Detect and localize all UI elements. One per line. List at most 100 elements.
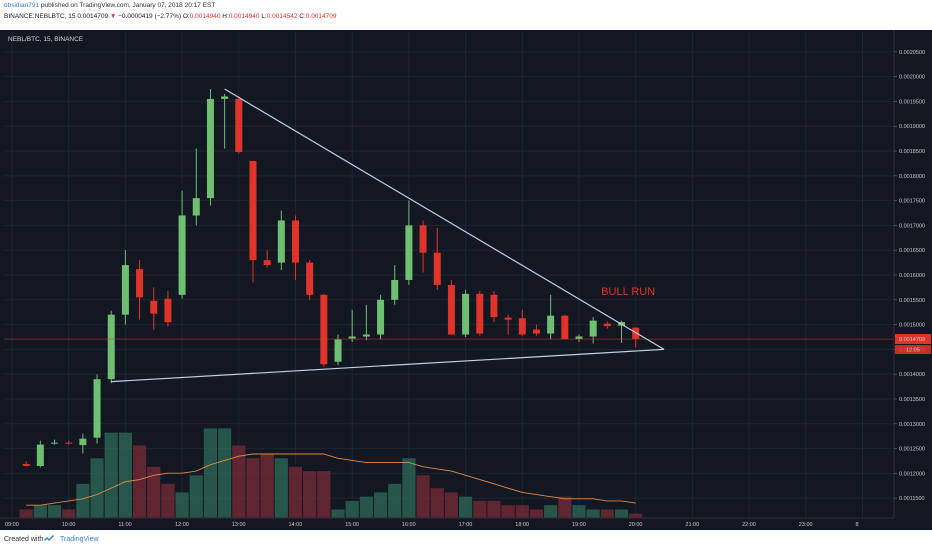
price-tick-label: 0.0019000 — [899, 124, 925, 130]
volume-bar — [90, 458, 104, 518]
candle-body — [93, 379, 101, 438]
candle-body — [206, 98, 214, 199]
time-tick-label: 18:00 — [515, 522, 529, 528]
candle-body — [518, 318, 526, 335]
price-tick-label: 0.0013000 — [899, 422, 925, 428]
candle-body — [36, 444, 44, 466]
volume-bar — [189, 475, 203, 518]
candle-body — [447, 284, 455, 335]
price-tick-label: 0.0013500 — [899, 397, 925, 403]
candle-body — [462, 293, 470, 335]
open-label: O: — [182, 13, 190, 20]
volume-bar — [558, 496, 572, 518]
price-tick-label: 0.0018500 — [899, 149, 925, 155]
chart-area[interactable]: BULL RUN NEBL/BTC, 15, BINANCE 0.0020500 0.… — [0, 30, 932, 530]
low-label: L: — [261, 13, 267, 20]
price-tick-label: 0.0017500 — [899, 199, 925, 205]
open-value: 0.0014940 — [189, 13, 221, 20]
candle-body — [575, 336, 583, 339]
volume-bar — [388, 483, 402, 518]
last-price-tag-label: 0.0014709 — [899, 337, 925, 343]
candle-body — [235, 98, 243, 153]
candle-body — [164, 298, 172, 323]
candle-body — [292, 220, 299, 263]
candle-body — [221, 96, 229, 99]
time-axis-panel — [0, 518, 932, 530]
price-axis-panel — [894, 30, 932, 530]
volume-bar — [572, 505, 586, 518]
created-with-text: Created with — [4, 536, 44, 543]
price-tick-label: 0.0015500 — [899, 298, 925, 304]
candle-body — [377, 299, 385, 335]
volume-bar — [373, 492, 388, 518]
countdown-tag — [895, 345, 931, 355]
candle-body — [391, 279, 399, 300]
time-tick-label: 22:00 — [742, 522, 756, 528]
volume-bar — [161, 483, 175, 518]
volume-bar — [529, 509, 544, 518]
price-chart[interactable]: BULL RUN NEBL/BTC, 15, BINANCE 0.0020500 0.… — [0, 30, 932, 530]
volume-bar — [246, 458, 260, 518]
price-tick-label: 0.0016500 — [899, 248, 925, 254]
chart-title: NEBL/BTC, 15, BINANCE — [8, 36, 84, 43]
candle-body — [107, 314, 115, 380]
price-tick-label: 0.0018000 — [899, 174, 925, 180]
volume-bar — [118, 432, 132, 518]
volume-bar — [104, 432, 118, 518]
volume-bar — [586, 509, 600, 518]
volume-bar — [47, 505, 62, 518]
volume-bar — [147, 466, 161, 518]
time-tick-label: 09:00 — [5, 522, 19, 528]
price-tick-label: 0.0019500 — [899, 99, 925, 105]
volume-bar — [274, 458, 288, 518]
volume-bar — [232, 445, 246, 518]
published-text: published on TradingView.com, January 07… — [40, 2, 216, 9]
candle-body — [334, 339, 342, 362]
time-tick-label: 17:00 — [459, 522, 473, 528]
candle-body — [121, 265, 129, 315]
candle-body — [419, 225, 427, 253]
down-arrow-icon: ▼ — [109, 13, 117, 20]
trendline — [111, 348, 665, 383]
time-tick-label: 12:00 — [175, 522, 189, 528]
volume-bar — [317, 471, 331, 518]
volume-bar — [19, 509, 33, 518]
candle-body — [603, 323, 611, 327]
candle-body — [433, 252, 441, 285]
volume-bar — [345, 500, 359, 518]
price-tick-label: 0.0012500 — [899, 447, 925, 453]
author-link[interactable]: obsidian791 — [4, 2, 40, 9]
volume-bar — [303, 471, 317, 518]
time-tick-label: 16:00 — [402, 522, 416, 528]
volume-bar — [473, 500, 487, 518]
volume-bar — [501, 505, 515, 518]
candle-body — [561, 315, 569, 339]
candle-body — [490, 294, 498, 318]
candle-body — [178, 215, 186, 295]
symbol-info: BINANCE:NEBLBTC, 15 0.0014709 ▼ −0.00004… — [4, 13, 337, 20]
footer: Created with TradingView — [0, 530, 932, 550]
change-value: −0.0000419 (−2.77%) — [118, 13, 182, 20]
volume-bar — [203, 428, 218, 518]
candle-body — [405, 225, 413, 280]
candle-body — [348, 336, 356, 339]
volume-bar — [515, 505, 529, 518]
candle-body — [547, 315, 555, 334]
volume-bar — [33, 505, 47, 518]
countdown-tag-label: 12:05 — [906, 348, 920, 354]
trendline — [224, 88, 665, 350]
volume-bar — [459, 496, 473, 518]
volume-bar — [359, 496, 373, 518]
high-label: H: — [222, 13, 229, 20]
time-tick-label: 15:00 — [345, 522, 359, 528]
close-value: 0.0014709 — [305, 13, 337, 20]
price-tick-label: 0.0017000 — [899, 223, 925, 229]
chart-header: obsidian791 published on TradingView.com… — [0, 0, 932, 30]
tradingview-link[interactable]: TradingView — [60, 536, 99, 543]
candle-body — [277, 220, 285, 263]
candle-body — [306, 262, 314, 295]
candle-body — [589, 320, 597, 337]
close-label: C: — [299, 13, 306, 20]
time-tick-label: 21:00 — [685, 522, 699, 528]
time-tick-label: 23:00 — [799, 522, 813, 528]
